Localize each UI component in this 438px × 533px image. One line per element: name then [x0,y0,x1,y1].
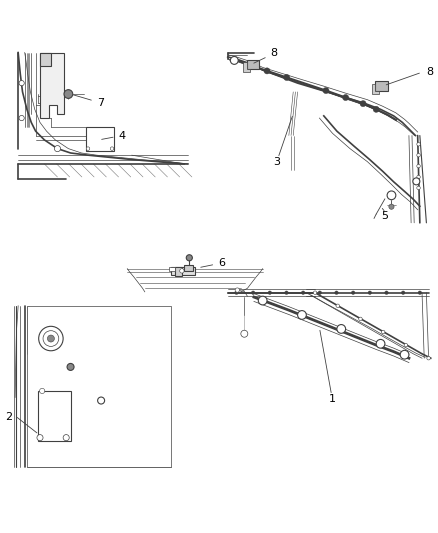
Circle shape [337,325,346,333]
Circle shape [343,94,349,101]
Bar [375,81,388,91]
Text: 2: 2 [5,412,12,422]
Circle shape [351,291,355,294]
Circle shape [230,56,238,64]
Circle shape [413,178,420,185]
Circle shape [417,154,420,157]
Text: 3: 3 [274,157,281,167]
Circle shape [360,101,366,107]
Bar [27,306,171,467]
Circle shape [313,291,317,294]
Circle shape [235,291,238,294]
Circle shape [385,291,388,294]
Circle shape [335,291,338,294]
Circle shape [418,291,422,294]
Bar [171,268,195,275]
Circle shape [417,186,420,190]
Bar [169,266,175,271]
Circle shape [368,291,371,294]
Circle shape [376,340,385,348]
Circle shape [318,291,321,294]
Circle shape [258,296,267,305]
Circle shape [19,116,24,120]
Circle shape [381,330,385,334]
Circle shape [64,90,73,99]
Circle shape [323,87,329,94]
Circle shape [297,311,306,319]
Circle shape [336,304,339,308]
Circle shape [235,288,240,292]
Circle shape [63,434,69,441]
Polygon shape [40,53,64,118]
Circle shape [19,80,24,86]
Circle shape [301,291,305,294]
Circle shape [284,75,290,80]
Circle shape [400,350,409,359]
Bar [86,127,114,151]
Circle shape [86,147,90,150]
Circle shape [39,326,63,351]
Circle shape [417,142,420,146]
Circle shape [67,364,74,370]
Circle shape [417,175,420,179]
Text: 1: 1 [329,394,336,404]
Text: 6: 6 [201,258,225,268]
Circle shape [110,147,114,150]
Circle shape [39,389,45,393]
Polygon shape [243,62,251,72]
Circle shape [268,291,272,294]
Circle shape [180,269,184,273]
Circle shape [186,255,192,261]
Bar [247,60,259,69]
Circle shape [251,291,255,294]
Text: 8: 8 [426,67,434,77]
Text: 8: 8 [254,49,278,63]
Circle shape [43,330,59,346]
Circle shape [417,164,420,168]
Text: 7: 7 [73,95,104,108]
Circle shape [373,106,379,112]
Circle shape [98,397,105,404]
Bar [184,265,193,271]
Text: 4: 4 [102,131,126,141]
Circle shape [387,191,396,200]
Circle shape [247,62,253,68]
Circle shape [285,291,288,294]
Circle shape [389,204,394,209]
Circle shape [264,68,270,74]
Circle shape [47,335,54,342]
Polygon shape [372,84,379,94]
Circle shape [54,146,60,152]
Circle shape [359,317,362,321]
Bar [38,391,71,441]
Circle shape [241,330,248,337]
Circle shape [427,357,430,360]
Circle shape [37,434,43,441]
Text: 5: 5 [381,211,389,221]
Bar [40,53,51,66]
Bar [175,266,182,276]
Circle shape [404,343,408,347]
Circle shape [401,291,405,294]
